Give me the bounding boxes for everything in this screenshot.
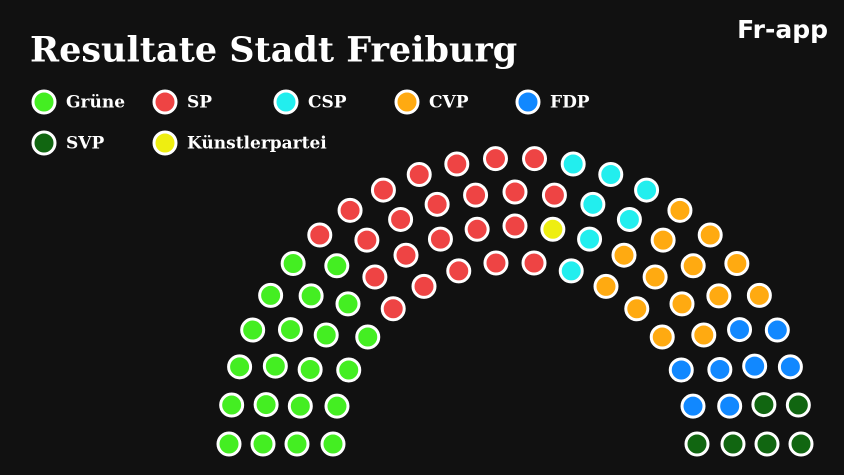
legend-swatch	[152, 89, 178, 115]
seat	[313, 322, 339, 348]
seat	[724, 251, 750, 277]
seat	[380, 296, 406, 322]
seat	[746, 282, 772, 308]
seat	[227, 354, 253, 380]
legend-label: SP	[187, 93, 212, 113]
seat	[649, 324, 675, 350]
legend-label: CVP	[429, 93, 469, 113]
seat	[427, 226, 453, 252]
seat	[362, 264, 388, 290]
seat	[650, 227, 676, 253]
seat	[540, 216, 566, 242]
seat	[388, 206, 414, 232]
seat	[616, 206, 642, 232]
seat	[707, 356, 733, 382]
seat	[483, 250, 509, 276]
seat	[393, 242, 419, 268]
seat	[680, 393, 706, 419]
legend-label: FDP	[550, 93, 590, 113]
seat	[611, 242, 637, 268]
seat	[406, 162, 432, 188]
legend-label: CSP	[308, 93, 347, 113]
seat	[411, 273, 437, 299]
seat	[667, 197, 693, 223]
legend-swatch	[31, 130, 57, 156]
seat	[262, 353, 288, 379]
seat	[370, 177, 396, 203]
seat	[669, 291, 695, 317]
seat	[788, 431, 814, 457]
seat	[697, 222, 723, 248]
seat	[216, 431, 242, 457]
seat	[598, 162, 624, 188]
seat	[558, 258, 584, 284]
seat	[258, 282, 284, 308]
seat	[446, 258, 472, 284]
seat	[680, 253, 706, 279]
seat	[502, 179, 528, 205]
seat	[717, 393, 743, 419]
seat	[642, 264, 668, 290]
logo: Fr-app	[737, 15, 828, 44]
seat	[297, 356, 323, 382]
seat	[522, 146, 548, 172]
seat	[577, 226, 603, 252]
seat	[280, 251, 306, 277]
seat	[284, 431, 310, 457]
seat	[424, 191, 450, 217]
seat	[560, 151, 586, 177]
seat	[580, 191, 606, 217]
seat	[777, 354, 803, 380]
legend-swatch	[394, 89, 420, 115]
chart-title: Resultate Stadt Freiburg	[30, 30, 517, 71]
seat	[320, 431, 346, 457]
seat	[751, 392, 777, 418]
seat	[521, 250, 547, 276]
legend-swatch	[31, 89, 57, 115]
seat	[754, 431, 780, 457]
legend-label: SVP	[66, 134, 104, 154]
seat	[502, 213, 528, 239]
seat	[742, 353, 768, 379]
legend-swatch	[152, 130, 178, 156]
seat	[250, 431, 276, 457]
legend-swatch	[515, 89, 541, 115]
seat	[240, 317, 266, 343]
seat	[706, 283, 732, 309]
seat	[727, 317, 753, 343]
seat	[307, 222, 333, 248]
seat	[624, 296, 650, 322]
seat	[335, 291, 361, 317]
seat	[355, 324, 381, 350]
seat	[354, 227, 380, 253]
seat	[464, 216, 490, 242]
legend-label: Grüne	[66, 93, 125, 113]
seat	[337, 197, 363, 223]
seat	[684, 431, 710, 457]
seat	[668, 357, 694, 383]
seat	[336, 357, 362, 383]
legend-swatch	[273, 89, 299, 115]
seat	[785, 392, 811, 418]
seat	[634, 177, 660, 203]
seat	[463, 182, 489, 208]
seat	[324, 393, 350, 419]
seat	[720, 431, 746, 457]
seat	[253, 392, 279, 418]
seat	[593, 273, 619, 299]
seat	[482, 146, 508, 172]
seat	[298, 283, 324, 309]
seat	[444, 151, 470, 177]
seat	[324, 253, 350, 279]
legend-label: Künstlerpartei	[187, 134, 327, 154]
seat	[277, 317, 303, 343]
seat	[287, 393, 313, 419]
seat	[764, 317, 790, 343]
seat	[541, 182, 567, 208]
seat	[219, 392, 245, 418]
seat	[691, 322, 717, 348]
